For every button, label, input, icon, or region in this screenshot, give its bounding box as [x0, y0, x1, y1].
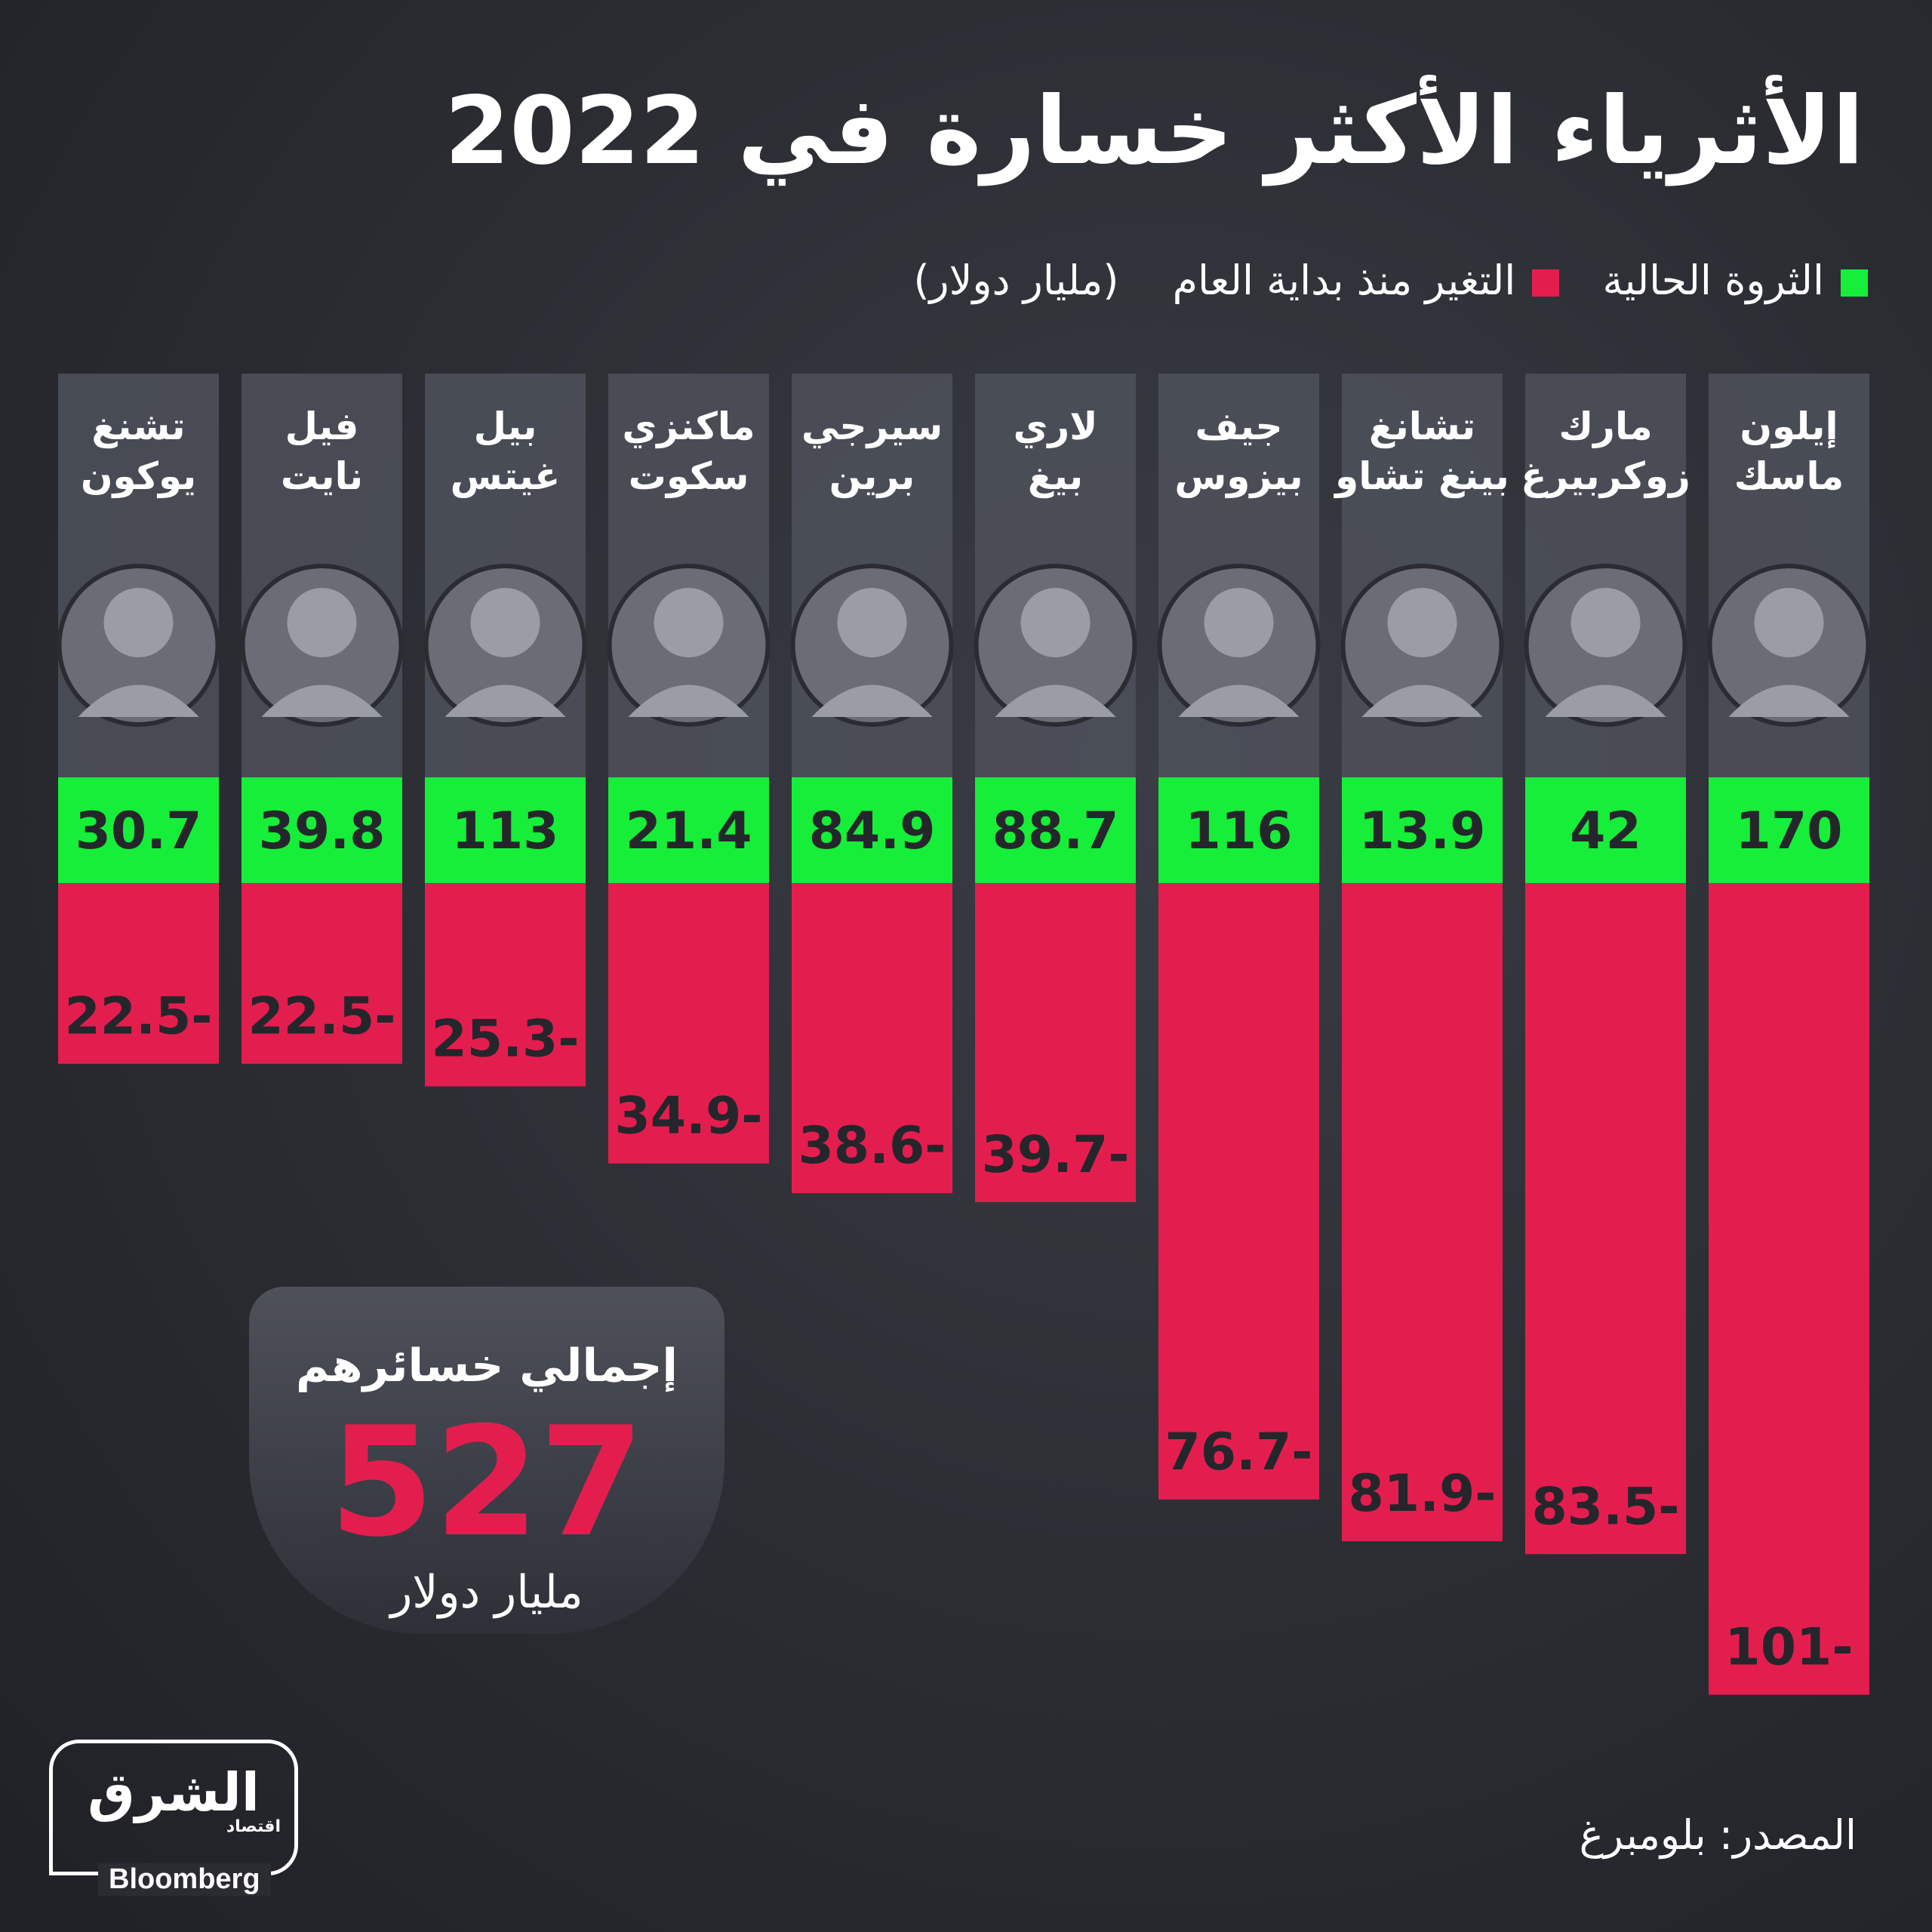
- portrait-head: [654, 588, 724, 657]
- change-bar: [608, 883, 769, 1164]
- current-wealth-bar: [1709, 777, 1869, 883]
- change-bar: [1709, 883, 1869, 1695]
- change-bar: [1342, 883, 1503, 1542]
- person-name: بينغ تشاو: [1333, 454, 1509, 499]
- total-losses-unit: مليار دولار: [390, 1566, 583, 1619]
- change-label: -38.6: [798, 1116, 946, 1176]
- change-label: -76.7: [1164, 1423, 1312, 1482]
- current-wealth-bar: [608, 777, 769, 883]
- legend-change-swatch: [1532, 269, 1560, 297]
- person-name: جيف: [1195, 405, 1283, 448]
- portrait-head: [837, 588, 907, 657]
- change-label: -101: [1724, 1618, 1853, 1678]
- person-name: ماكنزي: [622, 405, 755, 449]
- current-wealth-label: 42: [1570, 801, 1641, 861]
- change-bar: [58, 883, 219, 1064]
- change-label: -39.7: [981, 1125, 1129, 1185]
- current-wealth-bar: [425, 777, 586, 883]
- legend-change: التغير منذ بداية العام: [1173, 257, 1560, 304]
- change-bar: [975, 883, 1136, 1202]
- portrait-shoulders: [1361, 685, 1483, 717]
- change-bar: [1525, 883, 1686, 1555]
- change-label: -22.5: [64, 987, 212, 1047]
- change-bar: [1158, 883, 1319, 1500]
- current-wealth-label: 30.7: [75, 801, 202, 861]
- person-name: غيتس: [451, 454, 561, 498]
- current-wealth-bar: [242, 777, 402, 883]
- legend-unit-note: (مليار دولار): [913, 257, 1119, 304]
- portrait-head: [1020, 588, 1091, 657]
- portrait-head: [1754, 588, 1824, 657]
- person-name: بيزوس: [1174, 454, 1303, 499]
- portrait-head: [1204, 588, 1274, 657]
- person-name: سيرجي: [801, 405, 943, 449]
- change-label: -83.5: [1531, 1477, 1679, 1537]
- change-label: -81.9: [1348, 1464, 1496, 1524]
- current-wealth-label: 13.9: [1359, 801, 1486, 861]
- person-name: سكوت: [629, 454, 749, 499]
- portrait-shoulders: [1728, 685, 1850, 717]
- change-label: -22.5: [248, 987, 395, 1047]
- person-name: يوكون: [81, 454, 196, 499]
- logo-sub: اقتصاد: [226, 1817, 281, 1836]
- current-wealth-label: 39.8: [259, 801, 386, 861]
- person-name: بيل: [474, 405, 537, 448]
- source-note: المصدر: بلومبرغ: [1579, 1811, 1857, 1859]
- person-name: زوكربيرغ: [1521, 454, 1690, 499]
- change-label: -25.3: [431, 1009, 579, 1069]
- current-wealth-label: 113: [452, 801, 559, 861]
- current-wealth-bar: [975, 777, 1136, 883]
- portrait-head: [287, 588, 357, 657]
- portrait-head: [1571, 588, 1641, 657]
- total-losses-card: إجمالي خسائرهم 527 مليار دولار: [249, 1287, 724, 1634]
- page-title: الأثرياء الأكثر خسارة في 2022: [445, 77, 1864, 186]
- person-name: لاري: [1014, 405, 1098, 448]
- person-name: إيلون: [1740, 405, 1838, 449]
- current-wealth-bar: [792, 777, 952, 883]
- person-name: برين: [829, 454, 915, 499]
- total-losses-label: إجمالي خسائرهم: [295, 1340, 678, 1392]
- change-bar: [792, 883, 952, 1194]
- portrait-head: [470, 588, 540, 657]
- portrait-head: [103, 588, 174, 657]
- person-name: فيل: [285, 405, 359, 448]
- portrait-shoulders: [811, 685, 933, 717]
- change-bar: [242, 883, 402, 1064]
- portrait-shoulders: [78, 685, 199, 717]
- current-wealth-label: 116: [1186, 801, 1293, 861]
- logo-bloomberg: Bloomberg: [98, 1863, 271, 1896]
- portrait-shoulders: [1545, 685, 1666, 717]
- person-name: ماسك: [1734, 454, 1844, 498]
- person-name: بيغ: [1028, 454, 1083, 499]
- legend-current-swatch: [1841, 269, 1868, 297]
- current-wealth-label: 21.4: [626, 801, 752, 861]
- change-label: -34.9: [614, 1087, 762, 1146]
- asharq-logo: الشرق اقتصاد مع Bloomberg: [49, 1740, 298, 1896]
- person-name: تشانغ: [1369, 405, 1475, 449]
- legend-current: الثروة الحالية: [1602, 257, 1868, 304]
- logo-brand: الشرق: [88, 1761, 260, 1823]
- change-bar: [425, 883, 586, 1087]
- current-wealth-bar: [1525, 777, 1686, 883]
- legend-change-label: التغير منذ بداية العام: [1172, 257, 1516, 304]
- portrait-shoulders: [1178, 685, 1300, 717]
- portrait-shoulders: [995, 685, 1116, 717]
- current-wealth-bar: [1158, 777, 1319, 883]
- current-wealth-label: 88.7: [992, 801, 1119, 861]
- current-wealth-bar: [1342, 777, 1503, 883]
- person-name: نايت: [281, 454, 363, 498]
- portrait-shoulders: [445, 685, 566, 717]
- portrait-shoulders: [261, 685, 383, 717]
- current-wealth-bar: [58, 777, 219, 883]
- person-name: مارك: [1558, 405, 1652, 448]
- total-losses-value: 527: [329, 1395, 645, 1571]
- current-wealth-label: 84.9: [809, 801, 936, 861]
- portrait-shoulders: [628, 685, 749, 717]
- person-name: تشنغ: [91, 405, 185, 449]
- legend-current-label: الثروة الحالية: [1602, 257, 1824, 304]
- legend: الثروة الحالية التغير منذ بداية العام (م…: [68, 257, 1868, 304]
- current-wealth-label: 170: [1736, 801, 1843, 861]
- portrait-head: [1387, 588, 1457, 657]
